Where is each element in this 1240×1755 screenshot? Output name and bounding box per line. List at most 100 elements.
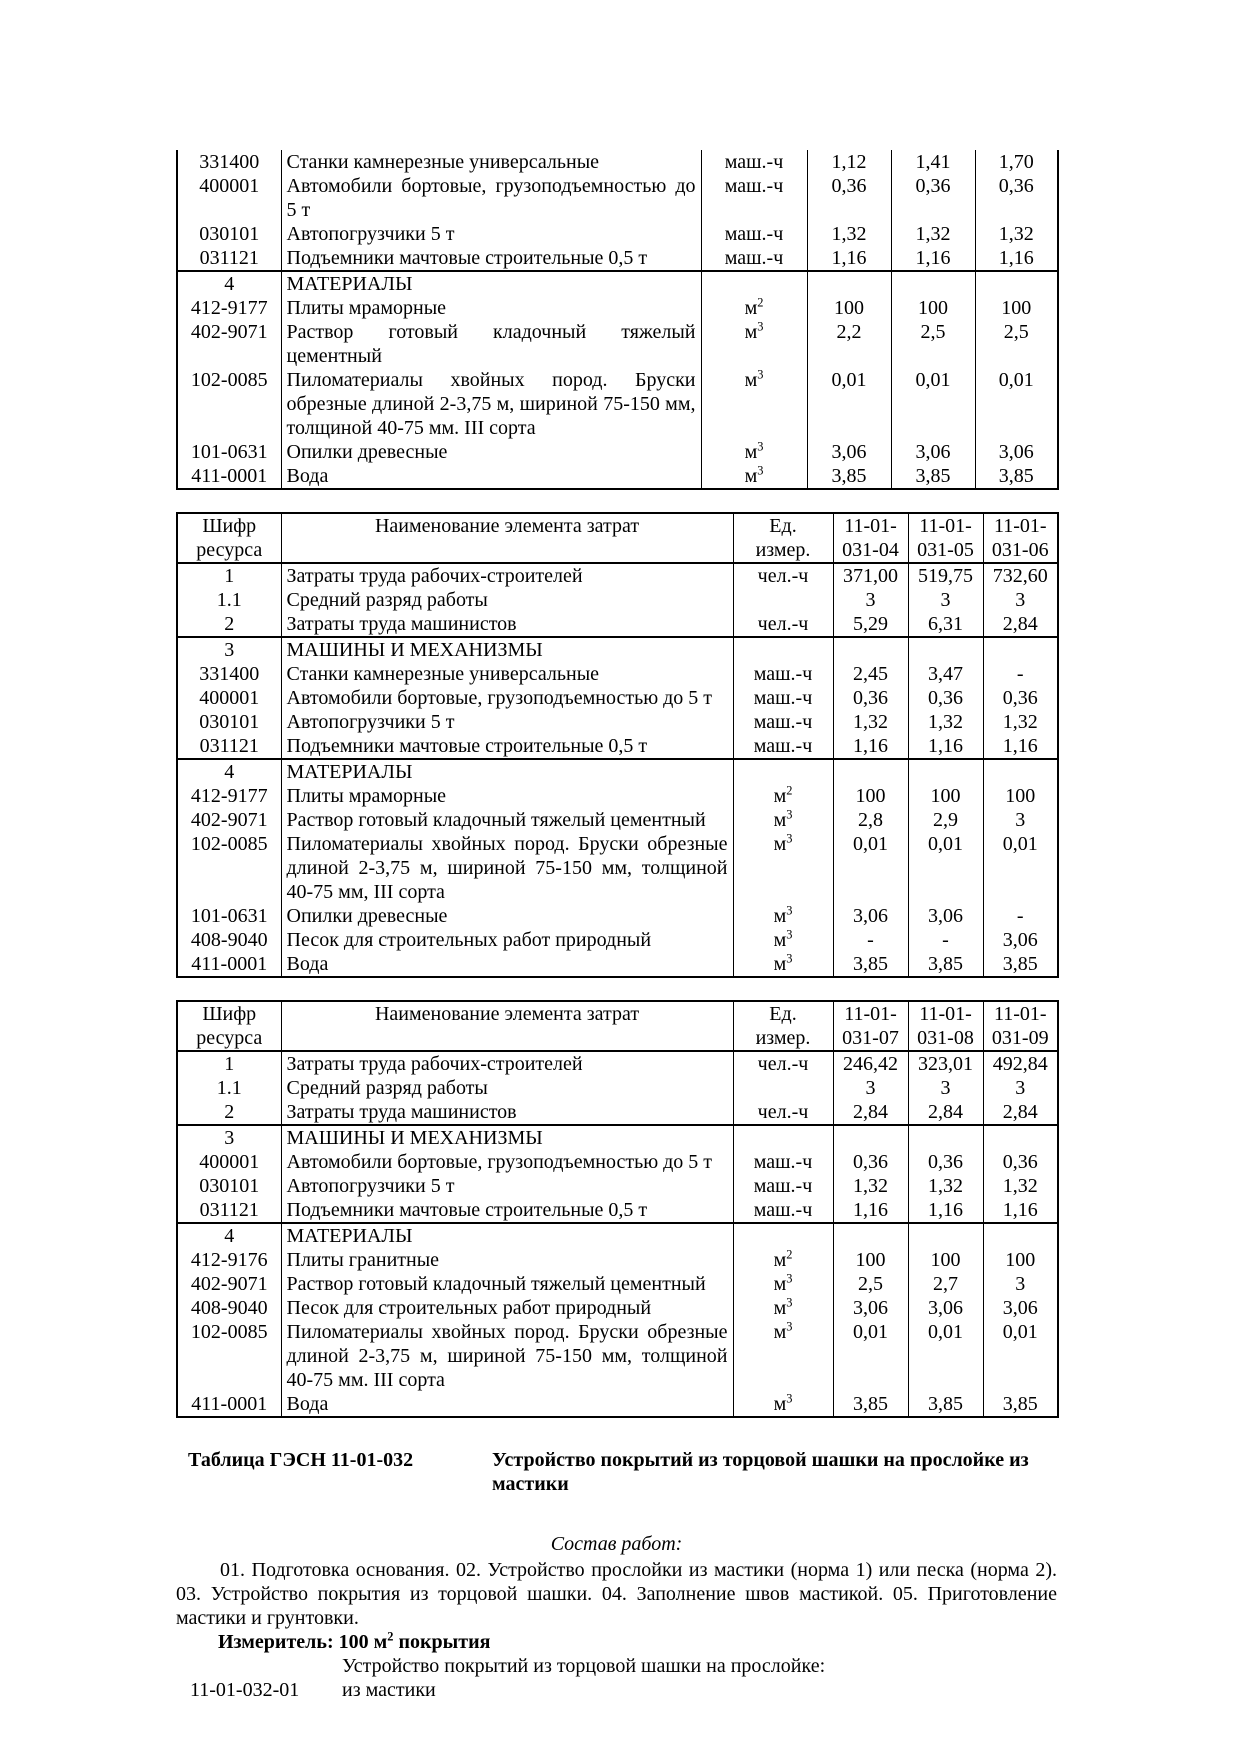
- table-row: 031121 Подъемники мачтовые строительные 0…: [177, 734, 1058, 759]
- document-content: 331400 Станки камнерезные универсальные ма…: [176, 150, 1059, 1702]
- resource-code-cell: 3: [177, 636, 281, 662]
- unit-cell: чел.-ч: [732, 612, 833, 637]
- value-cell: 3,85: [806, 464, 891, 489]
- unit-superscript: 3: [757, 368, 764, 382]
- unit-cell: [700, 270, 807, 296]
- norm-group-title: Устройство покрытий из торцовой шашки на…: [342, 1655, 826, 1677]
- table-row: 030101 Автопогрузчики 5 т маш.-ч 1,32 1,32 1,…: [177, 222, 1058, 246]
- table-row: 2 Затраты труда машинистов чел.-ч 5,29 6,31 2…: [177, 612, 1058, 637]
- value-cell: 2,84: [832, 1100, 908, 1125]
- resource-code-cell: 331400: [199, 151, 260, 173]
- value-cell: 100: [982, 1248, 1058, 1272]
- value-cell: 3,06: [832, 904, 908, 928]
- resource-name-cell: Пиломатериалы хвойных пород. Бруски обре…: [280, 832, 733, 904]
- resource-name-cell: МАШИНЫ И МЕХАНИЗМЫ: [280, 636, 733, 662]
- value-cell: 1,16: [982, 1198, 1058, 1223]
- unit-superscript: 3: [786, 1320, 793, 1334]
- value-cell: 1,16: [907, 1198, 983, 1223]
- value-cell: 100: [982, 784, 1058, 808]
- value-cell: 3,06: [907, 904, 983, 928]
- resource-code-cell: 402-9071: [190, 1273, 268, 1295]
- resource-code-cell: 400001: [199, 1151, 260, 1173]
- norm-header: 11-01- 031-08: [907, 1001, 983, 1052]
- norm-header: 11-01- 031-05: [907, 513, 983, 564]
- value-cell: 0,36: [832, 1150, 908, 1174]
- resource-code-cell: 412-9177: [190, 297, 268, 319]
- value-cell: 1,16: [806, 246, 891, 271]
- name-header: Наименование элемента затрат: [280, 513, 733, 564]
- value-cell: 246,42: [832, 1051, 908, 1076]
- norm-header: 11-01- 031-06: [982, 513, 1058, 564]
- value-cell: 100: [907, 784, 983, 808]
- resource-code-cell: 4: [177, 270, 281, 296]
- resource-code-cell: 400001: [199, 175, 260, 197]
- table-caption-label: Таблица ГЭСН 11-01-032: [188, 1449, 414, 1471]
- value-cell: 3,85: [832, 952, 908, 977]
- resource-code-cell: 412-9177: [190, 785, 268, 807]
- resource-name-cell: Вода: [280, 1392, 733, 1417]
- value-cell: 492,84: [982, 1051, 1058, 1076]
- resource-name-cell: Вода: [280, 464, 701, 489]
- resource-code-header: Шифр ресурса: [177, 513, 281, 564]
- value-cell: -: [982, 904, 1058, 928]
- resource-name-cell: Раствор готовый кладочный тяжелый цемент…: [280, 1272, 733, 1296]
- value-cell: 0,36: [907, 686, 983, 710]
- value-cell: 2,45: [832, 662, 908, 686]
- resource-name-cell: Затраты труда рабочих-строителей: [280, 563, 733, 588]
- value-cell: 1,16: [890, 246, 975, 271]
- resource-name-cell: Автопогрузчики 5 т: [280, 710, 733, 734]
- table-row: 402-9071 Раствор готовый кладочный тяжелы…: [177, 1272, 1058, 1296]
- section-row: 4 МАТЕРИАЛЫ: [177, 270, 1058, 296]
- value-cell: 1,32: [907, 710, 983, 734]
- works-text: 01. Подготовка основания. 02. Устройство…: [176, 1559, 1057, 1629]
- value-cell: 2,5: [974, 320, 1058, 368]
- table-row: 400001 Автомобили бортовые, грузоподъемно…: [177, 174, 1058, 222]
- value-cell: 3: [907, 588, 983, 612]
- value-cell: [907, 636, 983, 662]
- unit-cell: м3: [732, 808, 833, 832]
- unit-cell: маш.-ч: [732, 1174, 833, 1198]
- value-cell: 3,47: [907, 662, 983, 686]
- unit-superscript: 3: [786, 952, 793, 966]
- value-cell: 3,85: [982, 1392, 1058, 1417]
- value-cell: 1,32: [982, 710, 1058, 734]
- value-cell: 1,16: [974, 246, 1058, 271]
- value-cell: 1,32: [832, 710, 908, 734]
- value-cell: 0,01: [890, 368, 975, 440]
- value-cell: 0,36: [890, 174, 975, 222]
- unit-superscript: 3: [786, 1296, 793, 1310]
- value-cell: 0,01: [982, 832, 1058, 904]
- resource-code-cell: 031121: [199, 247, 259, 269]
- unit-cell: маш.-ч: [732, 1198, 833, 1223]
- resource-name-cell: МАШИНЫ И МЕХАНИЗМЫ: [280, 1124, 733, 1150]
- value-cell: 0,36: [982, 1150, 1058, 1174]
- unit-superscript: 3: [757, 440, 764, 454]
- value-cell: 323,01: [907, 1051, 983, 1076]
- resource-code-cell: 102-0085: [190, 369, 268, 391]
- value-cell: 3: [982, 1272, 1058, 1296]
- value-cell: [907, 758, 983, 784]
- value-cell: -: [982, 662, 1058, 686]
- value-cell: 3,85: [890, 464, 975, 489]
- table-row: 102-0085 Пиломатериалы хвойных пород. Бру…: [177, 368, 1058, 440]
- table-row: 412-9177 Плиты мраморные м2 100 100 100: [177, 296, 1058, 320]
- resource-code-cell: 1.1: [216, 589, 242, 611]
- resource-code-cell: 102-0085: [190, 833, 268, 855]
- value-cell: 100: [974, 296, 1058, 320]
- unit-cell: [732, 636, 833, 662]
- table-row: 1 Затраты труда рабочих-строителей чел.-ч 2…: [177, 1051, 1058, 1076]
- value-cell: 1,32: [806, 222, 891, 246]
- value-cell: 0,36: [974, 174, 1058, 222]
- resource-name-cell: Пиломатериалы хвойных пород. Бруски обре…: [280, 368, 701, 440]
- value-cell: 6,31: [907, 612, 983, 637]
- value-cell: 1,16: [832, 734, 908, 759]
- unit-cell: маш.-ч: [700, 150, 807, 174]
- value-cell: 3,06: [982, 1296, 1058, 1320]
- value-cell: 2,5: [890, 320, 975, 368]
- unit-cell: м2: [700, 296, 807, 320]
- unit-cell: м3: [700, 320, 807, 368]
- value-cell: 1,32: [832, 1174, 908, 1198]
- resource-code-cell: 411-0001: [191, 1393, 268, 1415]
- norm-item: 11-01-032-01 из мастики: [176, 1678, 1057, 1702]
- resource-table-031-07-09: Шифр ресурса Наименование элемента затрат…: [176, 1000, 1059, 1418]
